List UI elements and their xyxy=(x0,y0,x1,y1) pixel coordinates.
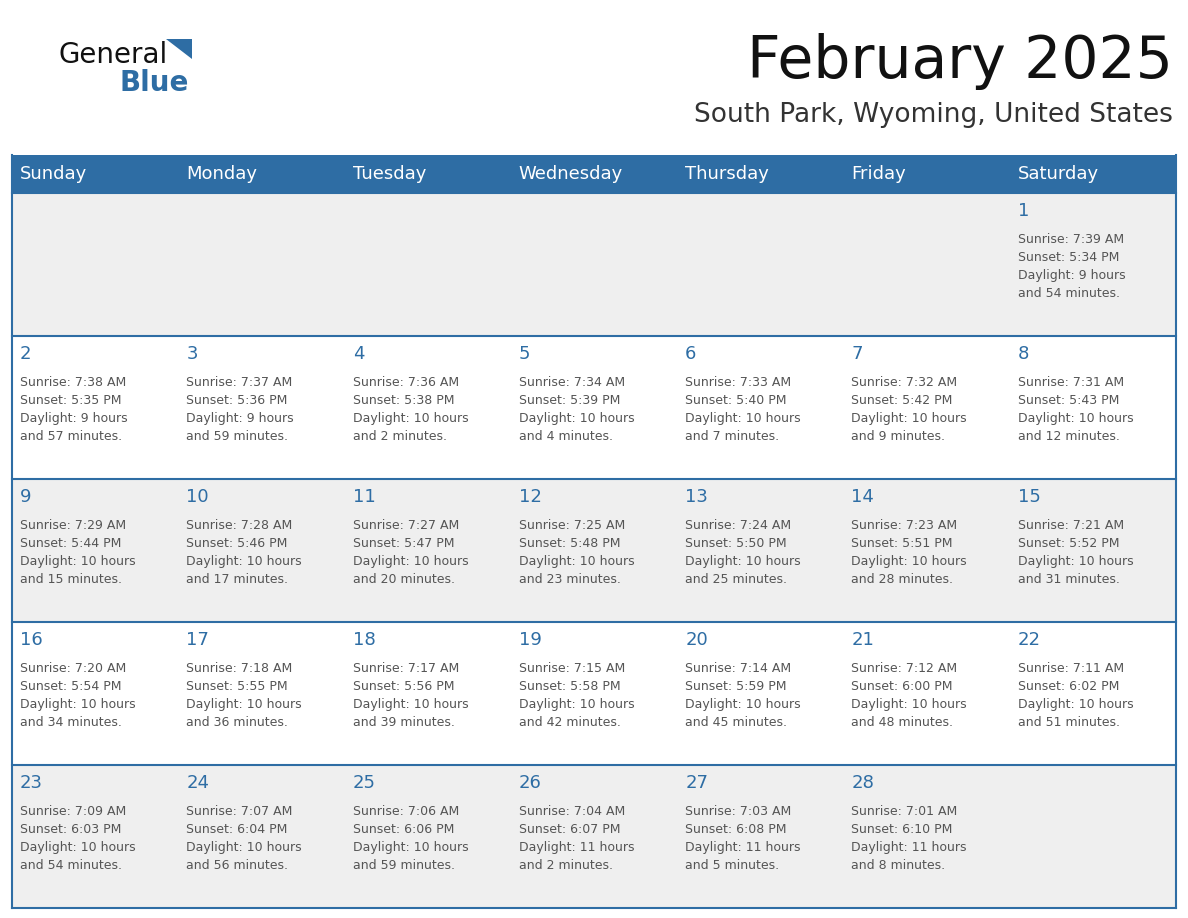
Text: Blue: Blue xyxy=(120,69,189,97)
Text: Sunday: Sunday xyxy=(20,165,87,183)
Text: Sunrise: 7:11 AM
Sunset: 6:02 PM
Daylight: 10 hours
and 51 minutes.: Sunrise: 7:11 AM Sunset: 6:02 PM Dayligh… xyxy=(1018,662,1133,729)
Bar xyxy=(12,155,1176,193)
Text: Sunrise: 7:25 AM
Sunset: 5:48 PM
Daylight: 10 hours
and 23 minutes.: Sunrise: 7:25 AM Sunset: 5:48 PM Dayligh… xyxy=(519,519,634,586)
Text: Sunrise: 7:36 AM
Sunset: 5:38 PM
Daylight: 10 hours
and 2 minutes.: Sunrise: 7:36 AM Sunset: 5:38 PM Dayligh… xyxy=(353,376,468,443)
Text: 8: 8 xyxy=(1018,345,1029,363)
Text: 11: 11 xyxy=(353,488,375,506)
Text: Tuesday: Tuesday xyxy=(353,165,426,183)
Text: 9: 9 xyxy=(20,488,32,506)
Text: Sunrise: 7:17 AM
Sunset: 5:56 PM
Daylight: 10 hours
and 39 minutes.: Sunrise: 7:17 AM Sunset: 5:56 PM Dayligh… xyxy=(353,662,468,729)
Text: 6: 6 xyxy=(685,345,696,363)
Text: Sunrise: 7:09 AM
Sunset: 6:03 PM
Daylight: 10 hours
and 54 minutes.: Sunrise: 7:09 AM Sunset: 6:03 PM Dayligh… xyxy=(20,805,135,872)
Text: Sunrise: 7:34 AM
Sunset: 5:39 PM
Daylight: 10 hours
and 4 minutes.: Sunrise: 7:34 AM Sunset: 5:39 PM Dayligh… xyxy=(519,376,634,443)
Text: Sunrise: 7:32 AM
Sunset: 5:42 PM
Daylight: 10 hours
and 9 minutes.: Sunrise: 7:32 AM Sunset: 5:42 PM Dayligh… xyxy=(852,376,967,443)
Text: February 2025: February 2025 xyxy=(747,33,1173,91)
Text: Sunrise: 7:07 AM
Sunset: 6:04 PM
Daylight: 10 hours
and 56 minutes.: Sunrise: 7:07 AM Sunset: 6:04 PM Dayligh… xyxy=(187,805,302,872)
Text: Sunrise: 7:03 AM
Sunset: 6:08 PM
Daylight: 11 hours
and 5 minutes.: Sunrise: 7:03 AM Sunset: 6:08 PM Dayligh… xyxy=(685,805,801,872)
Text: Sunrise: 7:24 AM
Sunset: 5:50 PM
Daylight: 10 hours
and 25 minutes.: Sunrise: 7:24 AM Sunset: 5:50 PM Dayligh… xyxy=(685,519,801,586)
Text: 26: 26 xyxy=(519,774,542,792)
Text: 17: 17 xyxy=(187,631,209,649)
Text: South Park, Wyoming, United States: South Park, Wyoming, United States xyxy=(694,102,1173,128)
Text: Sunrise: 7:33 AM
Sunset: 5:40 PM
Daylight: 10 hours
and 7 minutes.: Sunrise: 7:33 AM Sunset: 5:40 PM Dayligh… xyxy=(685,376,801,443)
Text: 4: 4 xyxy=(353,345,364,363)
Text: 23: 23 xyxy=(20,774,43,792)
Text: 1: 1 xyxy=(1018,202,1029,220)
Text: Sunrise: 7:21 AM
Sunset: 5:52 PM
Daylight: 10 hours
and 31 minutes.: Sunrise: 7:21 AM Sunset: 5:52 PM Dayligh… xyxy=(1018,519,1133,586)
Text: 28: 28 xyxy=(852,774,874,792)
Text: 16: 16 xyxy=(20,631,43,649)
Text: Sunrise: 7:12 AM
Sunset: 6:00 PM
Daylight: 10 hours
and 48 minutes.: Sunrise: 7:12 AM Sunset: 6:00 PM Dayligh… xyxy=(852,662,967,729)
Text: Sunrise: 7:14 AM
Sunset: 5:59 PM
Daylight: 10 hours
and 45 minutes.: Sunrise: 7:14 AM Sunset: 5:59 PM Dayligh… xyxy=(685,662,801,729)
Text: Sunrise: 7:15 AM
Sunset: 5:58 PM
Daylight: 10 hours
and 42 minutes.: Sunrise: 7:15 AM Sunset: 5:58 PM Dayligh… xyxy=(519,662,634,729)
Text: 15: 15 xyxy=(1018,488,1041,506)
Text: Sunrise: 7:04 AM
Sunset: 6:07 PM
Daylight: 11 hours
and 2 minutes.: Sunrise: 7:04 AM Sunset: 6:07 PM Dayligh… xyxy=(519,805,634,872)
Bar xyxy=(12,622,1176,765)
Text: Sunrise: 7:37 AM
Sunset: 5:36 PM
Daylight: 9 hours
and 59 minutes.: Sunrise: 7:37 AM Sunset: 5:36 PM Dayligh… xyxy=(187,376,293,443)
Text: Monday: Monday xyxy=(187,165,258,183)
Text: Saturday: Saturday xyxy=(1018,165,1099,183)
Polygon shape xyxy=(166,39,192,59)
Text: 19: 19 xyxy=(519,631,542,649)
Text: Sunrise: 7:20 AM
Sunset: 5:54 PM
Daylight: 10 hours
and 34 minutes.: Sunrise: 7:20 AM Sunset: 5:54 PM Dayligh… xyxy=(20,662,135,729)
Text: Sunrise: 7:18 AM
Sunset: 5:55 PM
Daylight: 10 hours
and 36 minutes.: Sunrise: 7:18 AM Sunset: 5:55 PM Dayligh… xyxy=(187,662,302,729)
Text: 24: 24 xyxy=(187,774,209,792)
Text: 2: 2 xyxy=(20,345,32,363)
Text: 22: 22 xyxy=(1018,631,1041,649)
Text: Sunrise: 7:23 AM
Sunset: 5:51 PM
Daylight: 10 hours
and 28 minutes.: Sunrise: 7:23 AM Sunset: 5:51 PM Dayligh… xyxy=(852,519,967,586)
Text: 27: 27 xyxy=(685,774,708,792)
Text: Sunrise: 7:01 AM
Sunset: 6:10 PM
Daylight: 11 hours
and 8 minutes.: Sunrise: 7:01 AM Sunset: 6:10 PM Dayligh… xyxy=(852,805,967,872)
Text: 7: 7 xyxy=(852,345,862,363)
Text: 12: 12 xyxy=(519,488,542,506)
Text: Sunrise: 7:06 AM
Sunset: 6:06 PM
Daylight: 10 hours
and 59 minutes.: Sunrise: 7:06 AM Sunset: 6:06 PM Dayligh… xyxy=(353,805,468,872)
Text: Wednesday: Wednesday xyxy=(519,165,624,183)
Text: 13: 13 xyxy=(685,488,708,506)
Text: 5: 5 xyxy=(519,345,530,363)
Text: Sunrise: 7:27 AM
Sunset: 5:47 PM
Daylight: 10 hours
and 20 minutes.: Sunrise: 7:27 AM Sunset: 5:47 PM Dayligh… xyxy=(353,519,468,586)
Text: 14: 14 xyxy=(852,488,874,506)
Text: Friday: Friday xyxy=(852,165,906,183)
Bar xyxy=(12,193,1176,336)
Text: Sunrise: 7:29 AM
Sunset: 5:44 PM
Daylight: 10 hours
and 15 minutes.: Sunrise: 7:29 AM Sunset: 5:44 PM Dayligh… xyxy=(20,519,135,586)
Text: Sunrise: 7:39 AM
Sunset: 5:34 PM
Daylight: 9 hours
and 54 minutes.: Sunrise: 7:39 AM Sunset: 5:34 PM Dayligh… xyxy=(1018,233,1125,300)
Text: 25: 25 xyxy=(353,774,375,792)
Text: 21: 21 xyxy=(852,631,874,649)
Text: 20: 20 xyxy=(685,631,708,649)
Bar xyxy=(12,765,1176,908)
Text: Sunrise: 7:31 AM
Sunset: 5:43 PM
Daylight: 10 hours
and 12 minutes.: Sunrise: 7:31 AM Sunset: 5:43 PM Dayligh… xyxy=(1018,376,1133,443)
Text: 3: 3 xyxy=(187,345,197,363)
Text: Sunrise: 7:38 AM
Sunset: 5:35 PM
Daylight: 9 hours
and 57 minutes.: Sunrise: 7:38 AM Sunset: 5:35 PM Dayligh… xyxy=(20,376,127,443)
Bar xyxy=(12,479,1176,622)
Text: Sunrise: 7:28 AM
Sunset: 5:46 PM
Daylight: 10 hours
and 17 minutes.: Sunrise: 7:28 AM Sunset: 5:46 PM Dayligh… xyxy=(187,519,302,586)
Text: 10: 10 xyxy=(187,488,209,506)
Text: 18: 18 xyxy=(353,631,375,649)
Text: General: General xyxy=(58,41,168,69)
Bar xyxy=(12,336,1176,479)
Text: Thursday: Thursday xyxy=(685,165,769,183)
